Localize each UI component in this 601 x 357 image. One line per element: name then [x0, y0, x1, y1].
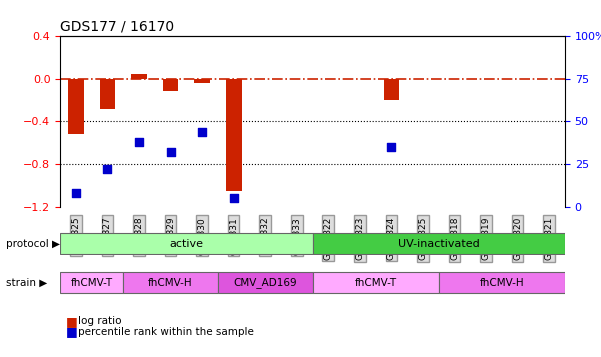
- FancyBboxPatch shape: [123, 272, 218, 293]
- Text: UV-inactivated: UV-inactivated: [398, 238, 480, 249]
- Point: [386, 144, 396, 150]
- Point: [197, 129, 207, 135]
- Bar: [194, 79, 210, 83]
- FancyBboxPatch shape: [60, 272, 123, 293]
- Text: active: active: [169, 238, 203, 249]
- Text: GDS177 / 16170: GDS177 / 16170: [60, 19, 174, 33]
- Bar: [100, 79, 115, 109]
- Text: log ratio: log ratio: [78, 316, 121, 326]
- Text: fhCMV-H: fhCMV-H: [480, 278, 524, 288]
- Bar: [383, 79, 399, 100]
- FancyBboxPatch shape: [439, 272, 565, 293]
- Text: fhCMV-T: fhCMV-T: [355, 278, 397, 288]
- Text: percentile rank within the sample: percentile rank within the sample: [78, 327, 254, 337]
- Bar: [226, 79, 242, 191]
- Point: [229, 196, 239, 201]
- FancyBboxPatch shape: [313, 233, 565, 254]
- Bar: [163, 79, 178, 91]
- Text: fhCMV-T: fhCMV-T: [70, 278, 113, 288]
- Text: protocol ▶: protocol ▶: [6, 238, 60, 249]
- Point: [71, 191, 81, 196]
- Text: CMV_AD169: CMV_AD169: [233, 277, 297, 288]
- Text: fhCMV-H: fhCMV-H: [148, 278, 193, 288]
- Bar: [131, 74, 147, 79]
- Text: ■: ■: [66, 326, 78, 338]
- Point: [134, 139, 144, 145]
- Text: ■: ■: [66, 315, 78, 328]
- Point: [103, 166, 112, 172]
- FancyBboxPatch shape: [60, 233, 313, 254]
- FancyBboxPatch shape: [313, 272, 439, 293]
- Bar: [68, 79, 84, 134]
- Point: [166, 149, 175, 155]
- Text: strain ▶: strain ▶: [6, 278, 47, 288]
- FancyBboxPatch shape: [218, 272, 313, 293]
